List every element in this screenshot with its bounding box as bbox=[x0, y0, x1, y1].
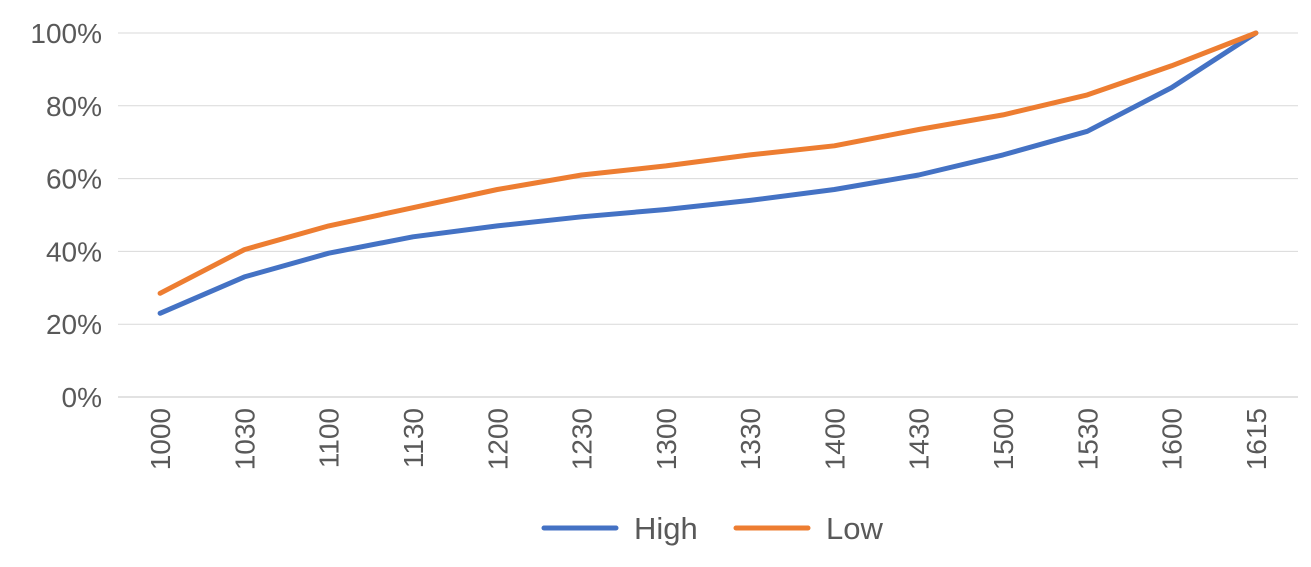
legend-label-high: High bbox=[634, 511, 698, 546]
x-tick-label: 1000 bbox=[145, 408, 176, 470]
x-tick-label: 1200 bbox=[482, 408, 513, 470]
legend: High Low bbox=[541, 511, 883, 546]
gridlines bbox=[118, 32, 1298, 398]
legend-label-low: Low bbox=[826, 511, 883, 546]
y-tick-label: 0% bbox=[62, 382, 102, 413]
x-tick-label: 1230 bbox=[567, 408, 598, 470]
x-tick-label: 1400 bbox=[819, 408, 850, 470]
y-tick-label: 20% bbox=[46, 309, 102, 340]
x-tick-label: 1600 bbox=[1157, 408, 1188, 470]
x-tick-label: 1130 bbox=[398, 408, 429, 468]
x-axis-tick-labels: 1000 1030 1100 1130 1200 1230 1300 1330 1400 1430… bbox=[145, 408, 1272, 470]
x-tick-label: 1030 bbox=[229, 408, 260, 470]
x-tick-label: 1530 bbox=[1072, 408, 1103, 470]
series-line-high bbox=[157, 30, 1259, 316]
y-tick-label: 40% bbox=[46, 236, 102, 267]
series-line-low bbox=[157, 30, 1259, 296]
x-tick-label: 1330 bbox=[735, 408, 766, 470]
y-tick-label: 100% bbox=[30, 18, 102, 49]
series-lines bbox=[157, 30, 1259, 316]
x-tick-label: 1430 bbox=[904, 408, 935, 470]
y-tick-label: 80% bbox=[46, 91, 102, 122]
x-tick-label: 1100 bbox=[314, 408, 345, 468]
y-axis-tick-labels: 0% 20% 40% 60% 80% 100% bbox=[30, 18, 102, 413]
x-tick-label: 1300 bbox=[651, 408, 682, 470]
x-tick-label: 1500 bbox=[988, 408, 1019, 470]
y-tick-label: 60% bbox=[46, 164, 102, 195]
x-tick-label: 1615 bbox=[1241, 408, 1272, 470]
